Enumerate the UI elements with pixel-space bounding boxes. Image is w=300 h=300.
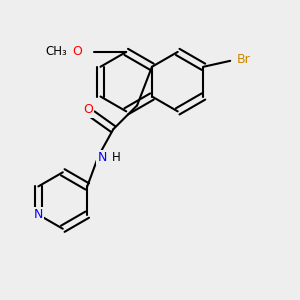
Text: N: N [34, 208, 43, 221]
Text: H: H [112, 151, 121, 164]
Text: Br: Br [237, 53, 250, 66]
Text: CH₃: CH₃ [46, 45, 67, 58]
Text: N: N [97, 151, 107, 164]
Text: O: O [72, 45, 82, 58]
Text: O: O [83, 103, 93, 116]
